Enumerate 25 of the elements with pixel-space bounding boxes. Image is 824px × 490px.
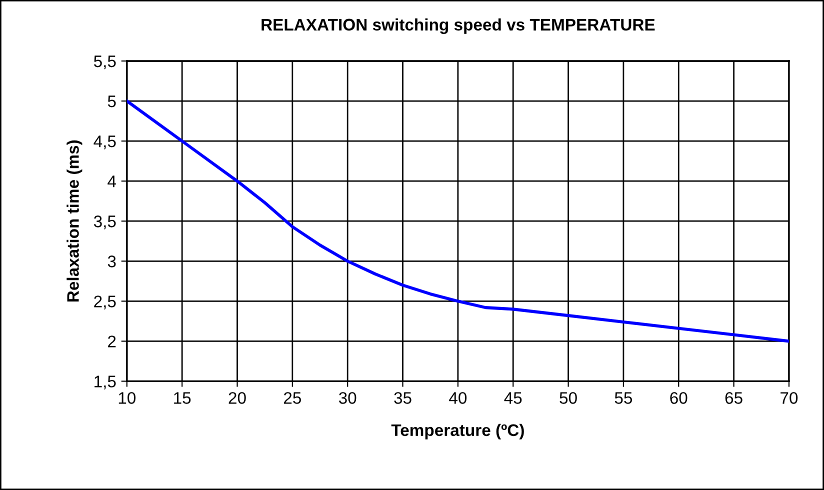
- chart-title: RELAXATION switching speed vs TEMPERATURE: [262, 18, 655, 34]
- x-tick-label: 70: [780, 392, 798, 404]
- y-tick-label: 5,5: [94, 56, 116, 70]
- x-axis-title: Temperature (ºC): [391, 424, 524, 440]
- y-tick-label: 3: [108, 256, 116, 268]
- x-tick-label: 65: [725, 392, 742, 404]
- x-tick-label: 10: [118, 392, 136, 404]
- y-tick-label: 2,5: [94, 296, 116, 310]
- x-tick-label: 35: [394, 392, 412, 404]
- x-tick-label: 25: [284, 392, 301, 404]
- x-tick-label: 15: [174, 392, 191, 404]
- x-tick-label: 40: [449, 392, 467, 404]
- y-tick-label: 1,5: [94, 376, 116, 390]
- x-tick-label: 60: [670, 392, 688, 404]
- y-axis-title: Relaxation time (ms): [66, 140, 82, 302]
- x-tick-label: 55: [614, 392, 632, 404]
- x-tick-label: 20: [228, 392, 246, 404]
- x-tick-label: 30: [338, 392, 356, 404]
- y-tick-label: 5: [108, 96, 116, 108]
- x-tick-label: 50: [560, 392, 577, 404]
- y-tick-label: 4,5: [94, 136, 116, 150]
- y-tick-label: 4: [108, 176, 116, 188]
- y-tick-label: 2: [108, 336, 116, 348]
- x-tick-label: 45: [504, 392, 522, 404]
- y-tick-label: 3,5: [94, 216, 116, 230]
